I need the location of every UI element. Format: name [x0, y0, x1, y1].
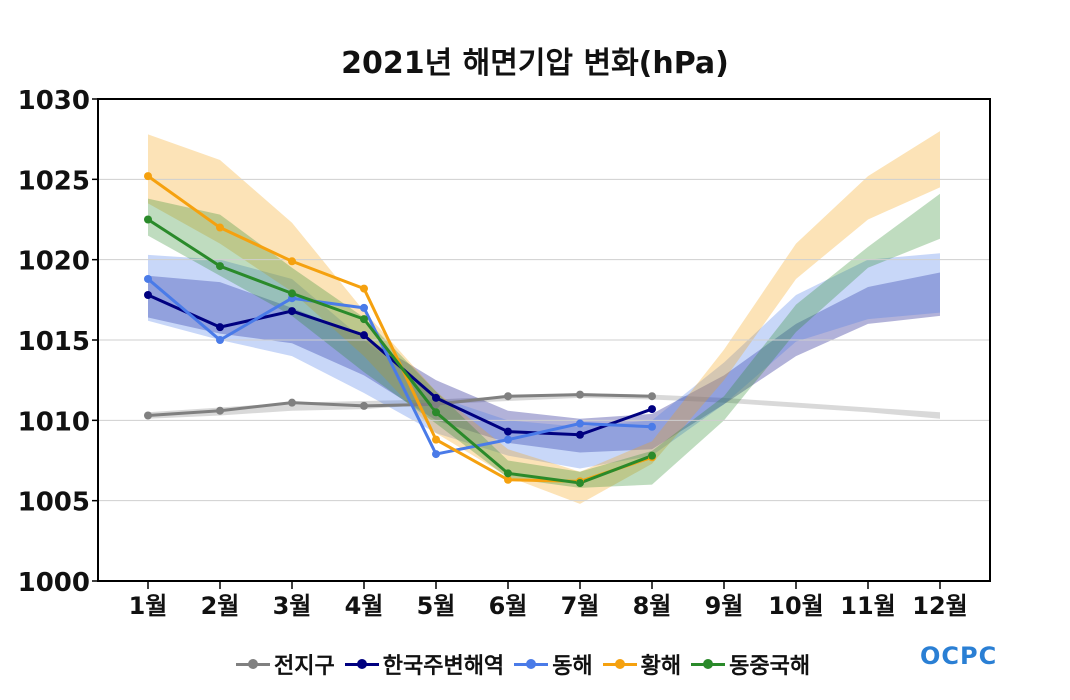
data-point — [432, 393, 440, 402]
data-point — [504, 435, 512, 444]
legend-label: 동중국해 — [729, 654, 811, 679]
data-point — [576, 478, 584, 487]
data-point — [216, 406, 224, 415]
data-point — [144, 172, 152, 181]
x-tick-label: 11월 — [840, 592, 895, 620]
x-tick-label: 5월 — [417, 592, 456, 620]
y-tick-label: 1010 — [18, 407, 90, 437]
data-point — [288, 289, 296, 298]
legend-swatch — [344, 657, 379, 671]
data-point — [288, 257, 296, 266]
data-point — [144, 411, 152, 420]
gridlines — [98, 178, 990, 502]
data-point — [288, 307, 296, 316]
range-band-2 — [148, 253, 940, 469]
data-point — [432, 435, 440, 444]
x-tick-label: 12월 — [912, 592, 967, 620]
legend-label: 전지구 — [274, 654, 335, 679]
data-point — [216, 262, 224, 271]
y-tick-label: 1005 — [18, 488, 90, 518]
x-tick-label: 2월 — [201, 592, 240, 620]
data-point — [504, 475, 512, 484]
data-point — [648, 422, 656, 431]
x-tick-label: 9월 — [705, 592, 744, 620]
data-point — [504, 392, 512, 401]
y-tick-labels: 1000 1005 1010 1015 1020 1025 1030 — [18, 86, 98, 598]
range-band-0 — [148, 393, 940, 419]
data-point — [432, 408, 440, 417]
data-point — [648, 392, 656, 401]
x-tick-labels: 1월 2월 3월 4월 5월 6월 7월 8월 9월 10월 11월 12월 — [129, 581, 968, 620]
data-point — [216, 323, 224, 332]
data-point — [360, 315, 368, 324]
y-tick-label: 1000 — [18, 568, 90, 598]
ocpc-logo: OCPC — [920, 642, 998, 670]
series-points — [144, 172, 656, 487]
legend-swatch — [236, 657, 270, 671]
y-tick-label: 1030 — [18, 86, 90, 116]
data-point — [144, 291, 152, 300]
legend-item: 동해 — [514, 648, 593, 680]
range-band-1 — [148, 272, 940, 453]
data-point — [216, 223, 224, 232]
series-line-4 — [147, 218, 653, 485]
range-band-4 — [148, 193, 940, 488]
data-point — [576, 419, 584, 428]
x-tick-label: 7월 — [561, 592, 600, 620]
legend-swatch — [514, 657, 549, 671]
data-point — [216, 336, 224, 344]
x-tick-label: 4월 — [345, 592, 384, 620]
legend-label: 동해 — [552, 654, 593, 679]
data-point — [576, 430, 584, 439]
data-point — [144, 215, 152, 224]
legend-swatch — [602, 657, 637, 671]
data-point — [288, 398, 296, 407]
x-tick-label: 8월 — [633, 592, 672, 620]
data-point — [360, 331, 368, 340]
y-tick-label: 1025 — [18, 166, 90, 196]
data-point — [144, 274, 152, 283]
x-tick-label: 3월 — [273, 592, 312, 620]
y-tick-label: 1020 — [18, 247, 90, 277]
series-lines — [147, 174, 653, 485]
x-tick-label: 1월 — [129, 592, 168, 620]
data-point — [360, 401, 368, 410]
series-line-2 — [147, 277, 653, 456]
legend: 전지구 한국주변해역 동해 황해 동중국해 — [236, 648, 820, 680]
range-band-3 — [148, 131, 940, 504]
data-point — [648, 405, 656, 414]
plot-frame — [97, 98, 991, 582]
data-point — [648, 451, 656, 460]
data-point — [504, 469, 512, 478]
y-tick-label: 1015 — [18, 327, 90, 357]
legend-item: 한국주변해역 — [344, 648, 505, 680]
x-tick-label: 10월 — [768, 592, 823, 620]
data-point — [432, 400, 440, 409]
legend-item: 황해 — [602, 648, 682, 680]
legend-item: 전지구 — [236, 648, 335, 680]
data-point — [504, 427, 512, 436]
chart-title: 2021년 해면기압 변화(hPa) — [341, 46, 729, 81]
legend-label: 황해 — [640, 654, 682, 679]
data-point — [360, 303, 368, 312]
range-bands — [148, 131, 940, 504]
data-point — [432, 450, 440, 459]
legend-swatch — [691, 657, 726, 671]
legend-label: 한국주변해역 — [382, 654, 505, 679]
legend-item: 동중국해 — [691, 648, 810, 680]
series-line-0 — [147, 393, 653, 418]
x-tick-label: 6월 — [489, 592, 528, 620]
data-point — [576, 390, 584, 399]
data-point — [360, 284, 368, 293]
